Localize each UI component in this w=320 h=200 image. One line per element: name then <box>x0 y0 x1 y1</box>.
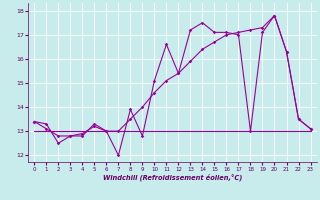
X-axis label: Windchill (Refroidissement éolien,°C): Windchill (Refroidissement éolien,°C) <box>103 173 242 181</box>
